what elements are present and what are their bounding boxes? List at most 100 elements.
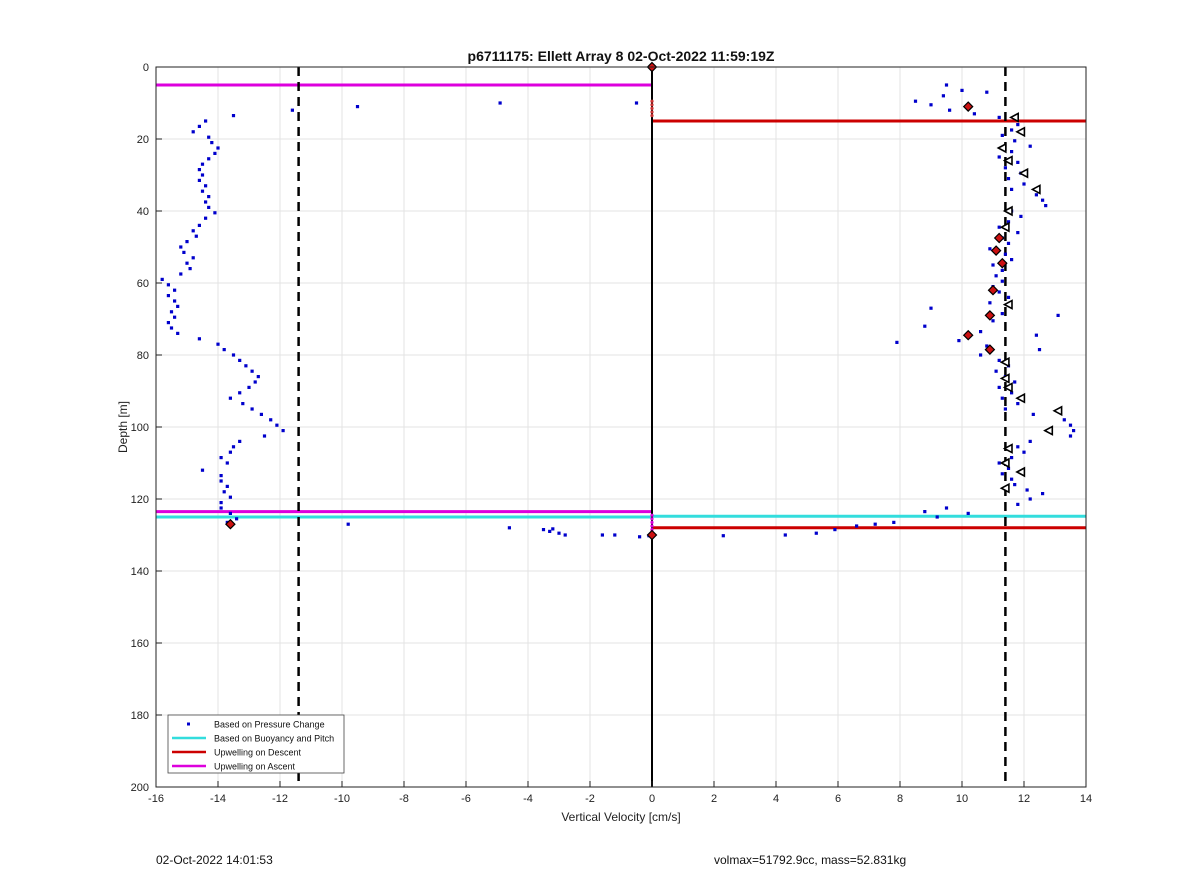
pressure-change-point: [219, 474, 223, 478]
x-tick-label: -10: [334, 793, 350, 805]
reference-lines: [297, 67, 1007, 787]
zero-line-marker: [650, 517, 654, 521]
pressure-change-point: [197, 223, 201, 227]
triangle-marker: [1002, 155, 1013, 166]
pressure-change-point: [228, 495, 232, 499]
x-tick-label: 6: [835, 793, 841, 805]
pressure-change-point: [197, 178, 201, 182]
pressure-change-point: [895, 340, 899, 344]
pressure-change-point: [929, 103, 933, 107]
pressure-change-point: [169, 310, 174, 314]
pressure-change-point: [988, 301, 992, 305]
pressure-change-point: [997, 115, 1001, 119]
pressure-change-point: [1028, 144, 1032, 148]
pressure-change-point: [1006, 466, 1011, 470]
y-tick-label: 20: [137, 134, 149, 146]
pressure-change-point: [188, 267, 192, 271]
pressure-change-point: [169, 326, 174, 330]
pressure-change-point: [1034, 333, 1038, 337]
red-diamond-marker: [993, 232, 1005, 244]
zero-line-marker: [650, 99, 654, 103]
pressure-change-point: [1013, 380, 1017, 384]
zero-line-marker: [650, 103, 654, 107]
pressure-change-point: [1006, 220, 1011, 224]
pressure-change-point: [1000, 279, 1004, 283]
pressure-change-point: [1016, 502, 1020, 506]
pressure-change-point: [1044, 204, 1048, 208]
pressure-change-point: [179, 245, 183, 249]
horizontal-segments: [156, 83, 1086, 530]
x-tick-label: 10: [956, 793, 968, 805]
pressure-change-point: [948, 108, 952, 112]
pressure-change-point: [259, 412, 263, 416]
pressure-change-point: [1010, 391, 1014, 395]
pressure-change-point: [207, 157, 211, 161]
pressure-change-point: [1072, 429, 1076, 433]
pressure-change-point: [200, 189, 205, 193]
pressure-change-point: [191, 229, 195, 233]
x-tick-label: -6: [461, 793, 471, 805]
pressure-change-point: [281, 429, 285, 433]
pressure-change-point: [634, 101, 639, 105]
pressure-change-point: [1068, 434, 1073, 438]
triangle-marker: [1002, 382, 1013, 393]
pressure-change-point: [1003, 407, 1007, 411]
triangle-marker: [1030, 184, 1041, 195]
pressure-change-point: [222, 490, 226, 494]
pressure-change-point: [783, 533, 787, 537]
pressure-change-point: [957, 339, 961, 343]
zero-line-marker: [650, 106, 654, 110]
pressure-change-point: [197, 168, 201, 172]
pressure-change-point: [235, 517, 239, 521]
pressure-change-point: [1031, 412, 1035, 416]
pressure-change-point: [191, 256, 195, 260]
pressure-change-point: [176, 304, 180, 308]
pressure-change-point: [972, 112, 976, 116]
pressure-change-point: [1022, 450, 1026, 454]
pressure-change-point: [244, 364, 248, 368]
pressure-change-point: [1019, 214, 1023, 218]
pressure-change-point: [160, 277, 164, 281]
pressure-change-point: [1006, 295, 1011, 299]
pressure-change-point: [290, 108, 294, 112]
chart-title: p6711175: Ellett Array 8 02-Oct-2022 11:…: [468, 48, 775, 64]
pressure-change-point: [204, 184, 208, 188]
pressure-change-point: [913, 99, 918, 103]
pressure-change-point: [997, 155, 1001, 159]
pressure-change-point: [1022, 182, 1026, 186]
pressure-change-point: [275, 423, 279, 427]
pressure-change-point: [991, 263, 995, 267]
pressure-change-point: [238, 358, 242, 362]
pressure-change-point: [166, 294, 170, 298]
x-tick-label: -2: [585, 793, 595, 805]
pressure-change-point: [548, 529, 552, 533]
triangle-marker: [996, 142, 1007, 154]
pressure-change-point: [238, 391, 242, 395]
y-tick-label: 60: [137, 278, 149, 290]
pressure-change-point: [507, 526, 511, 530]
pressure-change-point: [355, 105, 360, 109]
grid: [155, 66, 1087, 788]
pressure-change-point: [988, 247, 992, 251]
pressure-change-point: [194, 234, 198, 238]
pressure-change-point: [985, 344, 989, 348]
y-tick-label: 80: [137, 350, 149, 362]
x-tick-label: -16: [148, 793, 164, 805]
triangle-marker: [999, 221, 1010, 233]
pressure-change-point: [944, 506, 949, 510]
footer-float-info: volmax=51792.9cc, mass=52.831kg: [714, 853, 907, 867]
pressure-change-point: [238, 439, 242, 443]
axis-ticks: -16 -14 -12 -10 -8 -6 -4 -2 0 2 4 6 8 10 12 14020406080…: [131, 62, 1092, 805]
pressure-change-point: [173, 288, 177, 292]
pressure-change-point: [1016, 160, 1020, 164]
pressure-change-point: [1056, 313, 1060, 317]
pressure-change-point: [960, 88, 964, 92]
pressure-change-point: [219, 506, 223, 510]
pressure-change-point: [200, 173, 205, 177]
pressure-change-point: [892, 520, 896, 524]
y-axis-label: Depth [m]: [116, 401, 130, 453]
pressure-change-point: [855, 524, 859, 528]
red-diamond-marker: [984, 310, 996, 321]
pressure-change-point: [498, 101, 502, 105]
pressure-change-point: [216, 342, 220, 346]
